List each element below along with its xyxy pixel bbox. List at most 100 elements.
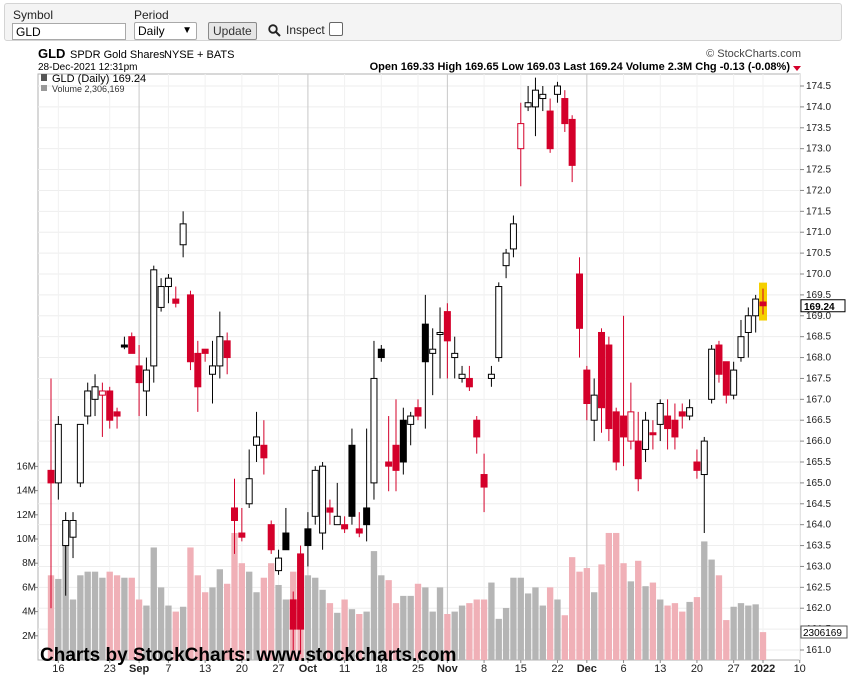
- candle-body: [524, 102, 532, 108]
- volume-tick-label: 12M: [17, 510, 36, 521]
- volume-bar: [341, 599, 348, 660]
- volume-bar: [642, 586, 649, 660]
- volume-bar: [466, 603, 473, 660]
- volume-bar: [319, 589, 326, 660]
- volume-bar: [576, 571, 583, 660]
- candle-body: [502, 252, 510, 267]
- candle-body: [458, 373, 466, 379]
- x-tick-label: 11: [339, 663, 350, 675]
- volume-bar: [715, 575, 723, 660]
- x-tick-label: 18: [375, 663, 387, 675]
- candle-body: [69, 519, 77, 538]
- candle-body: [693, 461, 701, 471]
- candle-body: [238, 532, 246, 538]
- candle-body: [634, 440, 642, 480]
- chart-ticker: GLD: [38, 46, 65, 61]
- x-tick-label: 10: [794, 663, 806, 675]
- candle-body: [363, 507, 371, 526]
- volume-bar: [106, 571, 113, 660]
- candle-body: [76, 423, 84, 484]
- price-tick-label: 162.0: [806, 603, 831, 614]
- volume-bar: [708, 559, 715, 660]
- chart-copyright: © StockCharts.com: [706, 48, 801, 60]
- candle-body: [142, 369, 150, 392]
- volume-legend: Volume 2,306,169: [52, 84, 125, 94]
- volume-bar: [495, 618, 502, 660]
- candle-body: [678, 411, 686, 417]
- candle-body: [297, 553, 305, 630]
- x-tick-label: 13: [654, 663, 666, 675]
- x-tick-label: 20: [691, 663, 703, 675]
- period-select[interactable]: Daily ▼: [134, 22, 197, 40]
- symbol-label: Symbol: [13, 8, 54, 22]
- price-tick-label: 166.5: [806, 415, 831, 426]
- volume-bar: [77, 575, 84, 660]
- candle-body: [700, 440, 708, 476]
- candle-body: [289, 599, 297, 630]
- search-icon: [268, 24, 281, 37]
- price-tick-label: 162.5: [806, 582, 831, 593]
- volume-bar: [356, 614, 363, 660]
- chart-exchange: NYSE + BATS: [164, 49, 234, 61]
- price-tick-label: 164.0: [806, 520, 831, 531]
- candle-body: [392, 444, 400, 471]
- volume-bar: [268, 563, 275, 660]
- candle-body: [341, 524, 349, 530]
- candle-body: [113, 411, 121, 417]
- candle-body: [84, 390, 92, 417]
- chart-toolbar: Symbol GLD Period Daily ▼ Update Inspect: [4, 3, 842, 41]
- candle-body: [319, 465, 327, 534]
- volume-bar: [480, 599, 488, 660]
- volume-bar: [686, 601, 693, 660]
- volume-bar: [723, 620, 730, 660]
- candle-body: [737, 336, 745, 359]
- inspect-checkbox[interactable]: [329, 22, 343, 36]
- price-tick-label: 173.5: [806, 123, 831, 134]
- volume-bar: [370, 551, 378, 660]
- candle-body: [598, 331, 606, 409]
- volume-bar: [275, 584, 282, 660]
- price-tick-label: 168.5: [806, 332, 831, 343]
- volume-bar: [510, 577, 517, 660]
- update-button[interactable]: Update: [208, 22, 257, 40]
- x-tick-label: 15: [515, 663, 527, 675]
- volume-bar: [150, 547, 157, 660]
- candle-body: [605, 344, 613, 430]
- volume-bar: [231, 532, 238, 660]
- volume-bar: [627, 581, 635, 660]
- volume-bar: [539, 605, 546, 660]
- candle-body: [752, 298, 760, 317]
- volume-tick-label: 8M: [22, 558, 36, 569]
- volume-bar: [157, 587, 165, 660]
- volume-bar: [194, 575, 201, 660]
- candle-body: [157, 286, 165, 308]
- candle-body: [179, 223, 187, 246]
- candle-body: [421, 323, 429, 363]
- x-tick-label: 7: [165, 663, 171, 675]
- candle-body: [495, 286, 503, 359]
- volume-bar: [473, 599, 480, 660]
- candle-body: [561, 98, 569, 125]
- last-volume-label: 2306169: [803, 628, 842, 639]
- symbol-input[interactable]: GLD: [12, 23, 126, 40]
- stockcharts-watermark: Charts by StockCharts: www.stockcharts.c…: [40, 645, 457, 666]
- chart-grid: [37, 73, 801, 661]
- candle-body: [399, 419, 407, 463]
- candle-body: [62, 519, 70, 547]
- volume-bar: [334, 612, 341, 660]
- candle-body: [759, 301, 767, 307]
- volume-bar: [209, 587, 216, 660]
- volume-tick-label: 4M: [22, 607, 36, 618]
- volume-bar: [657, 599, 664, 660]
- volume-legend-icon: [41, 85, 47, 91]
- candle-body: [546, 110, 554, 150]
- candle-body: [744, 315, 752, 333]
- volume-bar: [436, 587, 444, 660]
- candle-body: [656, 403, 664, 425]
- candle-body: [253, 436, 261, 446]
- price-tick-label: 174.5: [806, 81, 831, 92]
- volume-bar: [620, 563, 627, 660]
- volume-bar: [99, 577, 106, 660]
- volume-tick-label: 14M: [17, 486, 36, 497]
- price-tick-label: 170.0: [806, 269, 831, 280]
